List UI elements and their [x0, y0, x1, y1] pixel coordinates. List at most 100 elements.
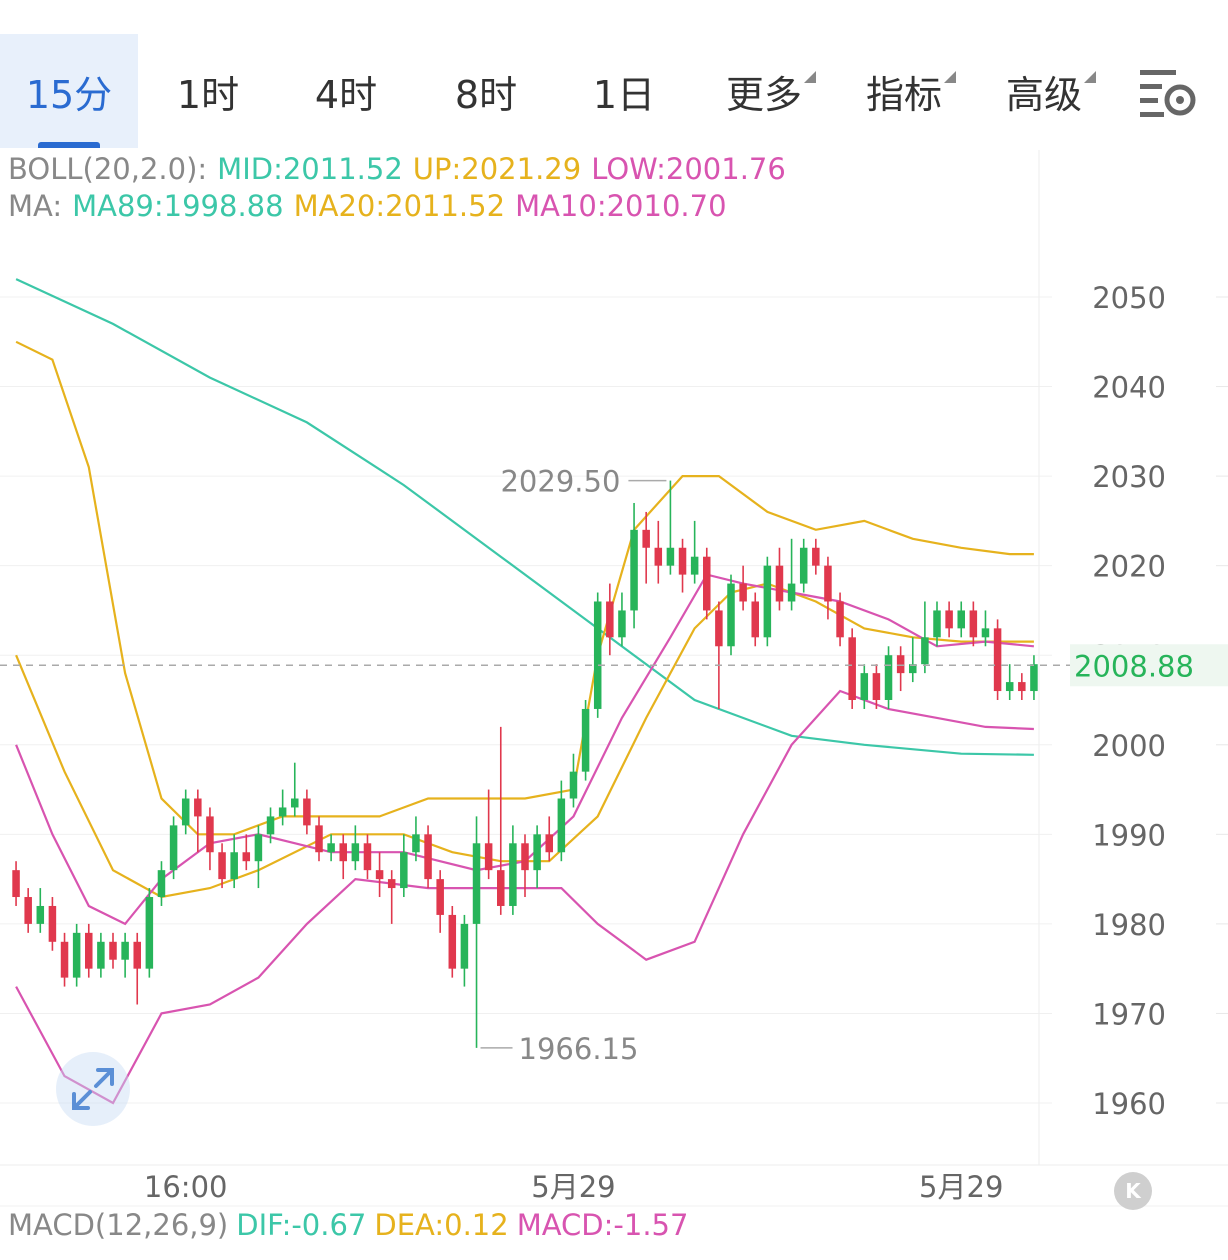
candle-body: [97, 941, 105, 969]
candle-body: [36, 905, 45, 924]
tab-1[interactable]: 1时: [140, 34, 276, 148]
candle-body: [400, 852, 408, 889]
candle-body: [509, 843, 517, 906]
tab-label: 4时: [314, 72, 378, 117]
candle-body: [993, 628, 1002, 692]
dropdown-caret-icon: [1084, 70, 1096, 83]
candle-body: [157, 870, 166, 898]
tab-label: 1时: [176, 72, 240, 117]
tab-7[interactable]: 高级: [976, 34, 1112, 148]
candlestick-chart[interactable]: 2050204020302020201020001990198019701960…: [0, 150, 1228, 1210]
candle-body: [1018, 682, 1026, 692]
candle-body: [484, 843, 493, 871]
candle-body: [981, 628, 990, 638]
tab-6[interactable]: 指标: [836, 34, 972, 148]
candle-body: [666, 547, 675, 566]
boll-up-line: [15, 340, 1034, 836]
macd-dif: DIF:-0.67: [236, 1208, 367, 1242]
tab-label: 高级: [1006, 64, 1096, 119]
x-tick-label: 5月29: [919, 1170, 1003, 1204]
candle-body: [169, 825, 178, 871]
candle-body: [339, 843, 347, 862]
candle-body: [72, 932, 81, 978]
candle-body: [242, 852, 251, 862]
candle-body: [812, 547, 820, 566]
candle-body: [872, 673, 881, 700]
candle-body: [690, 556, 699, 575]
candle-body: [715, 610, 723, 647]
tab-3[interactable]: 8时: [418, 34, 554, 148]
ma20-value: MA20:2011.52: [293, 189, 506, 223]
macd-dea: DEA:0.12: [374, 1208, 509, 1242]
candle-body: [436, 879, 444, 915]
candle-body: [121, 941, 129, 960]
tab-label: 15分: [25, 72, 113, 117]
k-icon: K: [1125, 1179, 1141, 1203]
candle-body: [884, 655, 893, 700]
candle-body: [327, 843, 335, 853]
candle-body: [254, 834, 263, 862]
tab-4[interactable]: 1日: [556, 34, 692, 148]
candle-body: [497, 870, 505, 906]
tab-label: 更多: [726, 64, 816, 119]
candle-body: [133, 941, 141, 969]
ma89-value: MA89:1998.88: [72, 189, 284, 223]
candle-body: [460, 923, 469, 969]
chart-settings-icon: [1140, 70, 1196, 117]
candle-body: [303, 798, 311, 826]
tab-5[interactable]: 更多: [696, 34, 832, 148]
candle-body: [557, 798, 566, 853]
candle-body: [351, 843, 360, 862]
ma-name: MA:: [8, 189, 63, 223]
boll-name: BOLL(20,2.0):: [8, 152, 208, 186]
tab-0[interactable]: 15分: [0, 34, 138, 148]
candle-body: [424, 834, 432, 880]
candle-body: [569, 771, 578, 799]
candle-body: [230, 852, 238, 880]
chart-settings-button[interactable]: [1136, 64, 1200, 124]
candle-body: [751, 601, 759, 638]
y-tick-label: 2020: [1092, 550, 1166, 584]
x-tick-label: 5月29: [531, 1170, 615, 1204]
candle-body: [545, 834, 553, 853]
ma-legend: MA: MA89:1998.88 MA20:2011.52 MA10:2010.70: [8, 189, 737, 223]
tab-label: 1日: [592, 72, 656, 117]
candle-body: [824, 565, 832, 602]
k-line-toggle-button[interactable]: K: [1114, 1172, 1152, 1210]
candle-body: [593, 601, 602, 709]
y-tick-label: 2050: [1092, 281, 1166, 315]
dropdown-caret-icon: [944, 70, 956, 83]
candle-body: [533, 834, 541, 871]
candle-body: [739, 583, 747, 602]
candle-body: [703, 556, 711, 611]
boll-mid: MID:2011.52: [217, 152, 403, 186]
boll-up: UP:2021.29: [412, 152, 582, 186]
expand-chart-button[interactable]: [56, 1052, 130, 1126]
candle-body: [945, 610, 953, 629]
candle-body: [1005, 682, 1014, 692]
annotation-high: 2029.50: [500, 465, 620, 499]
candle-body: [145, 897, 154, 969]
candle-body: [727, 583, 735, 647]
candle-body: [291, 798, 299, 808]
expand-icon: [72, 1068, 114, 1110]
candle-body: [860, 673, 869, 700]
ma89-line: [15, 278, 1034, 756]
candle-body: [266, 816, 275, 835]
ma10-value: MA10:2010.70: [515, 189, 727, 223]
timeframe-tab-bar: 15分 1时 4时 8时 1日 更多 指标 高级: [0, 0, 1228, 150]
candle-body: [763, 565, 772, 638]
candle-body: [1030, 664, 1038, 692]
candle-body: [24, 897, 32, 924]
candle-body: [799, 547, 808, 584]
candle-body: [448, 914, 457, 969]
x-tick-label: 16:00: [144, 1170, 228, 1204]
tab-2[interactable]: 4时: [278, 34, 414, 148]
candle-body: [933, 610, 941, 638]
candle-body: [387, 879, 396, 889]
candle-body: [60, 941, 69, 978]
candle-body: [836, 601, 844, 638]
candle-body: [12, 870, 20, 898]
candle-body: [278, 807, 287, 817]
y-tick-label: 2040: [1092, 371, 1166, 405]
